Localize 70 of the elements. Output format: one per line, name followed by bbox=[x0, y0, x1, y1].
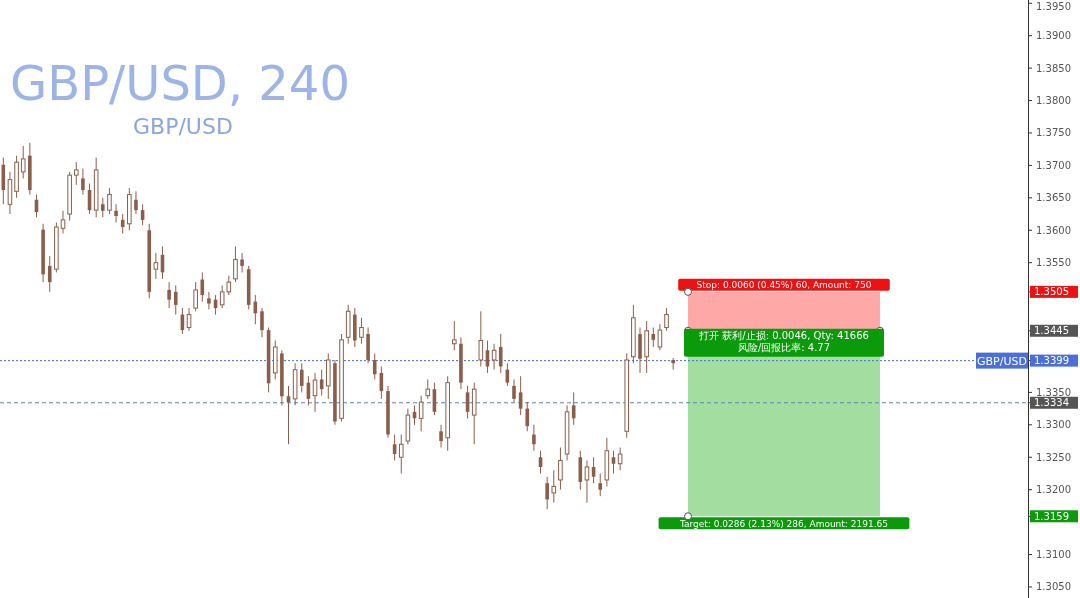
y-tick-label: 1.3250 bbox=[1036, 451, 1071, 463]
candlestick bbox=[491, 343, 497, 371]
candlestick bbox=[200, 271, 205, 303]
candlestick bbox=[81, 168, 85, 196]
candlestick bbox=[551, 469, 557, 504]
y-tick-label: 1.3050 bbox=[1036, 581, 1071, 593]
annotation: 打开 获利/止损: 0.0046, Qty: 41666 bbox=[698, 329, 869, 341]
candlestick bbox=[47, 255, 52, 293]
candlestick bbox=[299, 362, 304, 393]
candlestick bbox=[233, 245, 238, 283]
candlestick bbox=[478, 310, 484, 367]
candlestick bbox=[372, 352, 377, 380]
candlestick bbox=[107, 187, 112, 215]
candlestick bbox=[312, 372, 318, 413]
y-tick-label: 1.3100 bbox=[1036, 549, 1071, 561]
candlestick bbox=[657, 323, 663, 351]
y-tick-label: 1.3900 bbox=[1036, 30, 1071, 42]
candlestick bbox=[207, 291, 211, 310]
candlestick bbox=[193, 281, 198, 312]
candlestick bbox=[611, 450, 616, 474]
y-tick-label: 1.3350 bbox=[1036, 386, 1071, 398]
candlestick bbox=[240, 252, 244, 273]
candlestick bbox=[260, 307, 264, 338]
y-tick-label: 1.3800 bbox=[1036, 95, 1071, 107]
candlestick bbox=[101, 197, 105, 218]
candlestick bbox=[20, 145, 26, 179]
text: GBP/USD, 240 bbox=[10, 55, 350, 111]
candlestick bbox=[512, 378, 516, 403]
y-tick-label: 1.3600 bbox=[1036, 224, 1071, 236]
candlestick bbox=[545, 476, 549, 510]
ref-line-label: GBP/USD bbox=[977, 354, 1027, 368]
candlestick bbox=[167, 281, 171, 309]
y-tick-label: 1.3445 bbox=[1034, 325, 1069, 337]
candlestick bbox=[60, 210, 66, 234]
candlestick bbox=[418, 395, 424, 432]
candlestick bbox=[134, 190, 138, 215]
candlestick bbox=[584, 460, 590, 504]
candlestick bbox=[498, 333, 503, 374]
band-label: Target: 0.0286 (2.13%) 286, Amount: 2191.65 bbox=[679, 518, 888, 529]
y-tick-label: 1.3399 bbox=[1034, 355, 1069, 367]
candlestick bbox=[664, 307, 669, 332]
candlestick bbox=[617, 447, 623, 471]
candlestick bbox=[532, 424, 536, 452]
y-tick-label: 1.3200 bbox=[1036, 484, 1071, 496]
annotation: 风险/回报比率: 4.77 bbox=[737, 341, 831, 353]
candlestick bbox=[173, 284, 178, 316]
y-tick-label: 1.3850 bbox=[1036, 62, 1071, 74]
y-tick-label: 1.3650 bbox=[1036, 192, 1071, 204]
candlestick bbox=[73, 161, 79, 186]
candlestick bbox=[598, 472, 603, 497]
y-tick-label: 1.3550 bbox=[1036, 257, 1071, 269]
candlestick bbox=[525, 401, 530, 432]
y-tick-label: 1.3950 bbox=[1036, 1, 1071, 12]
y-tick-label: 1.3505 bbox=[1034, 286, 1069, 298]
y-tick-label: 1.3159 bbox=[1034, 510, 1069, 522]
y-tick-label: 1.3750 bbox=[1036, 127, 1071, 139]
y-tick-label: 1.3700 bbox=[1036, 159, 1071, 171]
candlestick bbox=[359, 317, 364, 345]
y-tick-label: 1.3334 bbox=[1034, 397, 1069, 409]
candlestick bbox=[558, 447, 563, 491]
y-tick-label: 1.3300 bbox=[1036, 419, 1071, 431]
candlestick bbox=[425, 378, 431, 400]
candlestick bbox=[439, 424, 443, 449]
candlestick bbox=[651, 327, 656, 348]
candlestick bbox=[398, 434, 404, 474]
candlestick bbox=[153, 252, 159, 280]
text: GBP/USD bbox=[133, 114, 233, 139]
candlestick bbox=[452, 320, 457, 351]
candlestick bbox=[114, 203, 118, 223]
band-label: Stop: 0.0060 (0.45%) 60, Amount: 750 bbox=[696, 280, 872, 291]
